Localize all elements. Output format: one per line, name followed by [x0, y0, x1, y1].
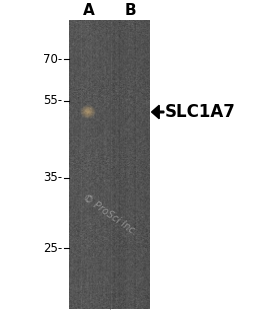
Text: SLC1A7: SLC1A7 [165, 103, 236, 121]
FancyArrow shape [152, 105, 164, 119]
Text: 35-: 35- [44, 171, 63, 184]
Text: B: B [125, 3, 136, 18]
Text: 25-: 25- [44, 242, 63, 254]
Text: © ProSci Inc.: © ProSci Inc. [81, 192, 139, 237]
Text: A: A [82, 3, 94, 18]
Text: 55-: 55- [44, 94, 63, 107]
Text: 70-: 70- [44, 53, 63, 66]
